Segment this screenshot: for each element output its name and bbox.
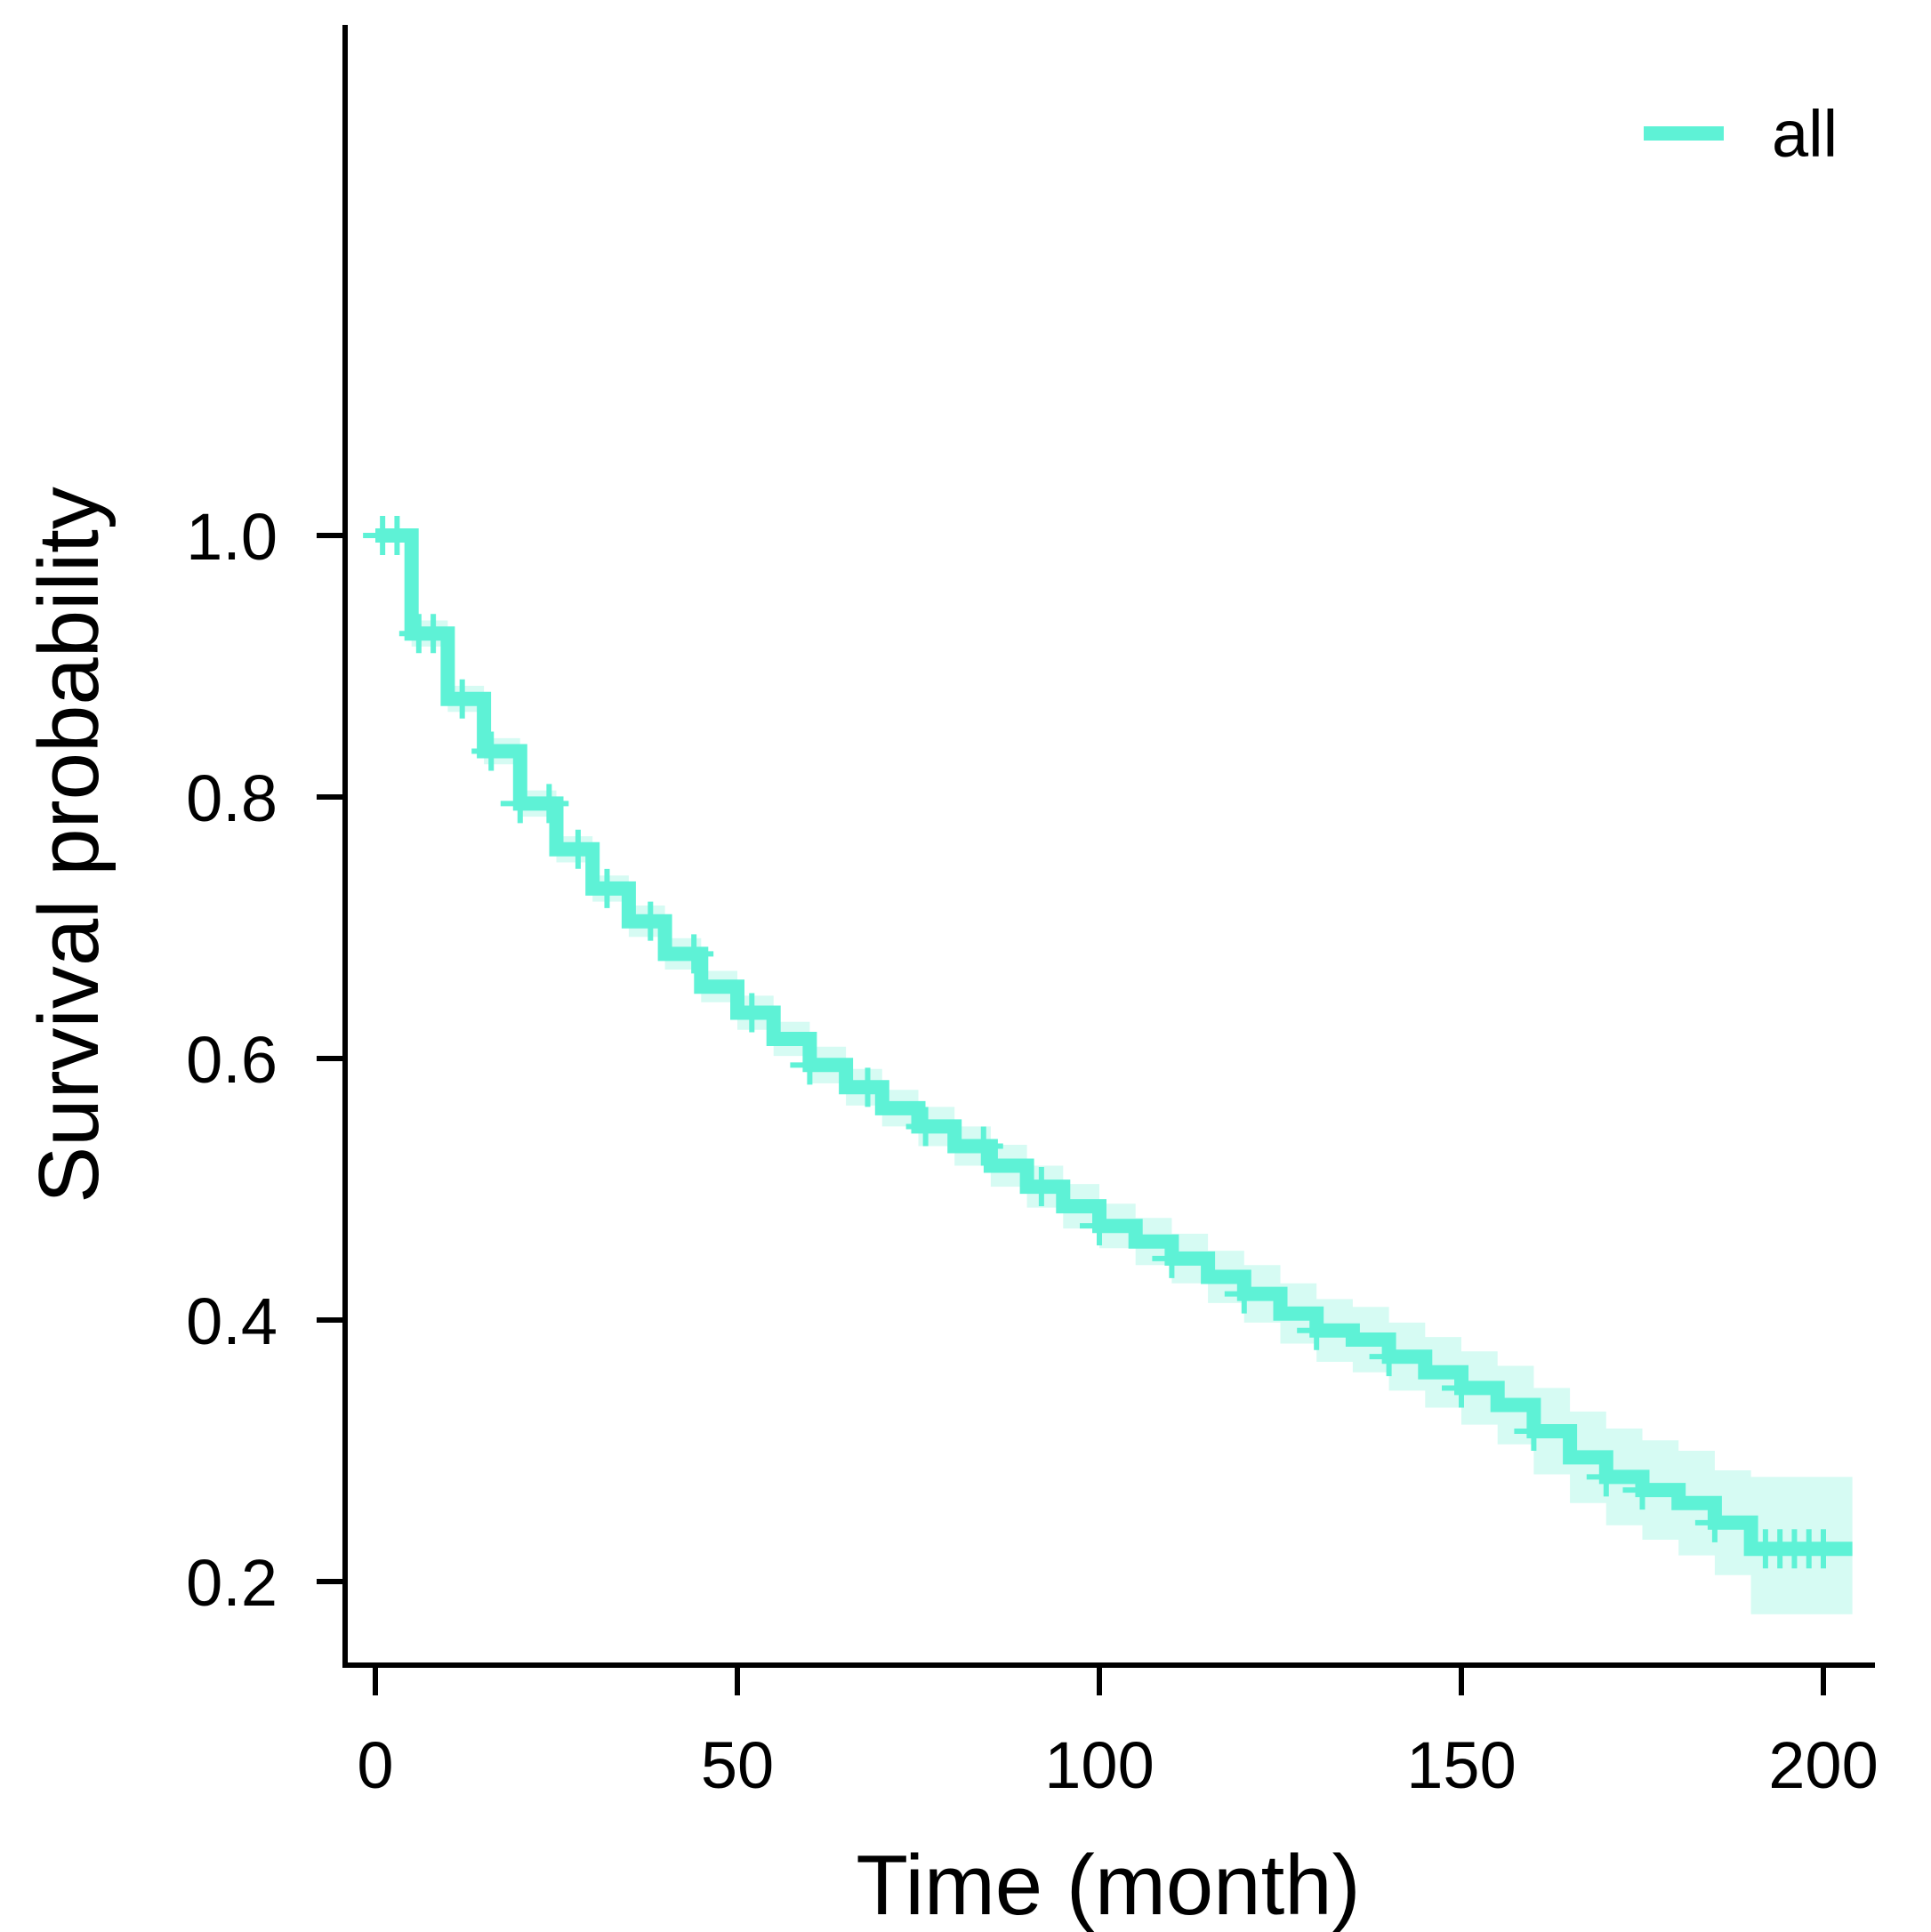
legend-label-all: all [1772, 97, 1838, 171]
censor-mark [471, 731, 511, 771]
y-tick-label: 0.8 [186, 761, 278, 835]
survival-curve-layer [375, 528, 1853, 1557]
x-tick-label: 200 [1768, 1728, 1878, 1802]
censor-mark [905, 1107, 945, 1147]
x-tick-label: 50 [701, 1728, 774, 1802]
censor-mark [587, 868, 627, 908]
x-axis-title: Time (month) [856, 1838, 1360, 1932]
x-tick-label: 150 [1406, 1728, 1516, 1802]
confidence-band-layer [375, 535, 1853, 1614]
confidence-band-all [375, 535, 1853, 1614]
censor-mark [1694, 1502, 1734, 1542]
y-tick-label: 1.0 [186, 500, 278, 574]
x-axis-ticks: 0 50 100 150 200 [357, 1665, 1879, 1802]
censor-mark [631, 901, 671, 941]
censor-marks-layer [363, 516, 1843, 1569]
censor-mark [790, 1045, 830, 1085]
censor-mark [414, 614, 454, 654]
x-tick-label: 0 [357, 1728, 393, 1802]
y-tick-label: 0.4 [186, 1284, 278, 1358]
censor-mark [377, 516, 417, 555]
censor-mark [529, 784, 569, 824]
censor-mark [963, 1126, 1003, 1166]
censor-mark [1586, 1457, 1626, 1497]
censor-mark [732, 993, 772, 1033]
y-axis-ticks: 0.2 0.4 0.6 0.8 1.0 [186, 500, 345, 1620]
censor-mark [1369, 1337, 1409, 1377]
censor-mark [558, 829, 598, 869]
censor-mark [674, 934, 714, 974]
censor-mark [1622, 1470, 1662, 1510]
censor-mark [1297, 1310, 1337, 1350]
censor-mark [442, 679, 482, 719]
y-axis-title: Survival probability [21, 487, 117, 1203]
censor-mark [1804, 1529, 1843, 1569]
censor-mark [1152, 1238, 1192, 1278]
y-tick-label: 0.2 [186, 1546, 278, 1620]
x-tick-label: 100 [1044, 1728, 1154, 1802]
censor-mark [1021, 1167, 1061, 1207]
y-tick-label: 0.6 [186, 1023, 278, 1097]
censor-mark [1514, 1411, 1554, 1451]
legend: all [1644, 97, 1838, 171]
censor-mark [1224, 1274, 1264, 1314]
censor-mark [1442, 1368, 1481, 1408]
survival-curve-all [375, 528, 1853, 1557]
censor-mark [848, 1067, 888, 1107]
censor-mark [1080, 1206, 1119, 1246]
